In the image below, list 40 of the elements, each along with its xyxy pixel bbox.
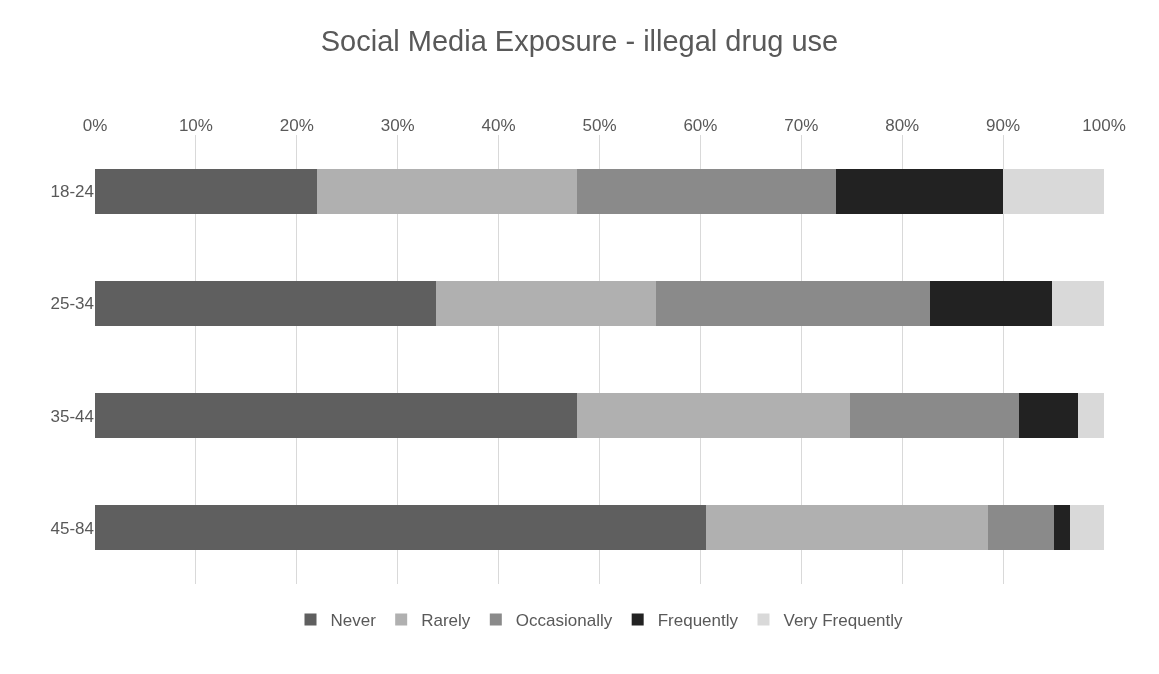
bar [95,393,578,439]
bar [987,505,1054,551]
x-tick-label: 80% [885,115,920,135]
chart-title: Social Media Exposure - illegal drug use [320,24,839,57]
bar [1019,393,1078,439]
x-tick-label: 50% [582,115,617,135]
bar [95,505,707,551]
x-tick-label: 10% [178,115,213,135]
x-tick-label: 70% [784,115,819,135]
legend-label: Frequently [657,611,739,631]
y-tick-label: 45-84 [50,518,94,538]
x-tick-label: 60% [683,115,718,135]
bar [316,168,578,214]
bar [436,280,656,326]
bar [706,505,988,551]
bar [95,280,437,326]
x-tick-label: 40% [481,115,516,135]
bar [1077,393,1104,439]
bar [835,168,1004,214]
x-tick-label: 100% [1082,115,1126,135]
x-tick-label: 30% [380,115,415,135]
y-tick-label: 18-24 [50,182,94,202]
bar [930,280,1052,326]
legend-label: Very Frequently [783,611,904,631]
y-tick-label: 25-34 [50,294,94,314]
x-tick-label: 90% [986,115,1021,135]
bar [95,168,317,214]
bar [577,168,836,214]
x-tick-label: 20% [279,115,314,135]
x-tick-label: 0% [82,115,108,135]
bar [849,393,1020,439]
bar [656,280,931,326]
bar [577,393,850,439]
legend-label: Rarely [421,611,471,631]
y-tick-label: 35-44 [50,406,94,426]
bar [1053,505,1070,551]
legend-label: Occasionally [515,611,613,631]
legend-label: Never [330,611,377,631]
bar [1051,280,1104,326]
bar [1069,505,1104,551]
